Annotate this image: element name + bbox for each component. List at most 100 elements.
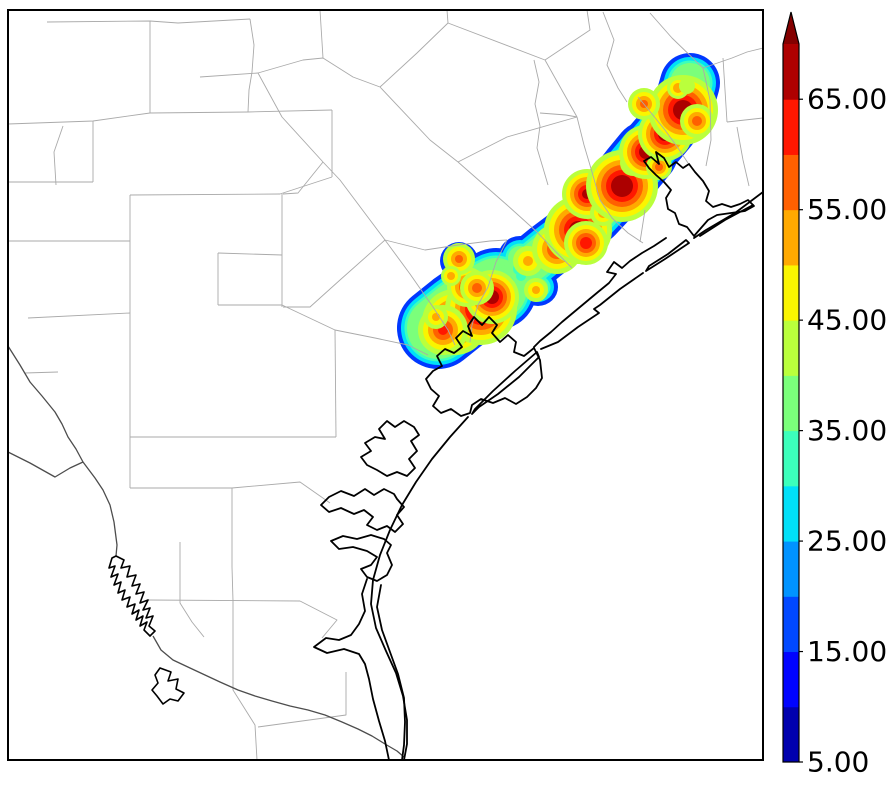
colorbar-segment: [783, 375, 799, 432]
county-line: [232, 601, 258, 760]
colorbar-tick-label: 55.00: [807, 193, 887, 226]
county-line: [736, 126, 750, 187]
swath-intensity-blob: [447, 272, 455, 280]
lake-outline: [108, 555, 156, 637]
colorbar-tick-label: 65.00: [807, 83, 887, 116]
map-layers: [8, 10, 763, 760]
bay-outline: [471, 351, 540, 415]
colorbar-segment: [783, 209, 799, 266]
colorbar-segment: [783, 485, 799, 542]
county-line: [576, 116, 644, 244]
border-line: [8, 451, 84, 478]
swath-intensity-blob: [655, 163, 663, 171]
county-line: [231, 481, 331, 504]
county-line: [247, 18, 255, 113]
county-line: [539, 112, 578, 118]
colorbar-segment: [783, 430, 799, 487]
county-line: [257, 57, 381, 88]
swath-intensity-blob: [455, 255, 463, 263]
colorbar-segment: [783, 154, 799, 211]
county-line: [702, 47, 763, 69]
county-line: [457, 161, 573, 269]
county-line: [299, 600, 338, 639]
county-line: [722, 57, 728, 123]
county-line: [199, 72, 259, 78]
county-line: [334, 329, 429, 356]
bay-outline: [320, 488, 405, 533]
county-line: [602, 11, 628, 103]
rio-grande-border: [8, 345, 405, 758]
county-line: [702, 67, 712, 167]
county-line: [379, 22, 449, 88]
colorbar: 65.00 55.00 45.00 35.00 25.00 15.00 5.00: [782, 11, 887, 779]
county-line: [149, 111, 249, 114]
county-line: [446, 10, 449, 24]
colorbar-tick-label: 35.00: [807, 414, 887, 447]
border-line: [152, 635, 405, 758]
county-line: [231, 488, 234, 602]
lakes: [108, 555, 185, 705]
coastline: [313, 151, 763, 760]
bay-outline: [645, 239, 690, 272]
county-line: [469, 239, 508, 343]
county-line: [179, 542, 205, 638]
colorbar-tick-label: 25.00: [807, 525, 887, 558]
county-line: [282, 161, 324, 195]
swath-intensity-blob: [432, 313, 440, 321]
bay-outline: [360, 420, 420, 477]
county-line: [46, 18, 251, 24]
shoreline: [376, 584, 406, 760]
colorbar-segment: [783, 596, 799, 653]
colorbar-extend-arrow: [783, 12, 799, 44]
border-line: [8, 345, 118, 557]
bay-outline: [643, 151, 755, 237]
colorbar-tick-label: 15.00: [807, 635, 887, 668]
county-line: [447, 22, 546, 61]
shoreline: [533, 237, 667, 348]
swath-intensity-blob: [679, 78, 695, 94]
colorbar-segment: [783, 651, 799, 708]
lake-outline: [151, 667, 185, 705]
county-line: [533, 59, 549, 186]
county-line: [457, 116, 578, 163]
county-line: [53, 125, 64, 186]
county-line: [544, 10, 591, 61]
county-boundaries: [8, 10, 763, 760]
colorbar-segment: [783, 541, 799, 597]
county-line: [384, 239, 508, 251]
swath-intensity-blob: [532, 286, 540, 294]
colorbar-segment: [783, 44, 799, 100]
shoreline: [313, 578, 390, 760]
colorbar-tick-label: 5.00: [807, 746, 869, 779]
county-line: [247, 109, 333, 113]
colorbar-segment: [783, 320, 799, 376]
county-line: [281, 304, 336, 331]
county-line: [322, 161, 386, 241]
swath-intensity-blob: [472, 283, 482, 293]
colorbar-outline: [782, 11, 800, 763]
county-line: [379, 86, 459, 163]
county-line: [24, 371, 59, 374]
county-line: [384, 239, 456, 346]
swath-intensity-blob: [523, 256, 533, 266]
county-line: [637, 96, 689, 164]
bay-outline: [425, 316, 543, 417]
shoreline: [540, 272, 644, 350]
county-line: [129, 176, 333, 196]
county-line: [319, 10, 324, 59]
bay-outline: [330, 534, 393, 582]
county-line: [544, 59, 578, 118]
county-line: [649, 12, 704, 69]
swath-intensity-blob: [692, 116, 702, 126]
county-line: [257, 72, 324, 163]
shoreline: [693, 191, 763, 239]
county-line: [257, 672, 347, 728]
county-line: [639, 209, 646, 243]
colorbar-segment: [783, 99, 799, 155]
county-line: [283, 239, 386, 308]
colorbar-tick-label: 45.00: [807, 304, 887, 337]
swath-intensity-blob: [611, 175, 633, 197]
county-line: [27, 312, 131, 319]
